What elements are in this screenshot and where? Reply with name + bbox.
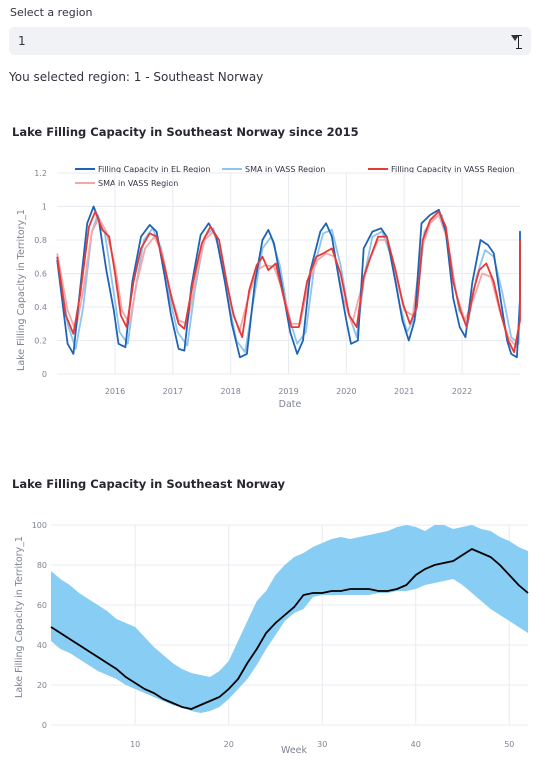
- legend-label-vass: Filling Capacity in VASS Region: [391, 165, 514, 174]
- chart1-x-tick: 2016: [105, 387, 125, 396]
- legend-label-el-sma: SMA in VASS Region: [245, 165, 325, 174]
- chart2-x-tick: 10: [130, 740, 140, 749]
- region-select-value: 1: [18, 34, 26, 48]
- chart1-x-tick: 2020: [336, 387, 356, 396]
- text-cursor-icon: [516, 35, 522, 49]
- chart1-x-tick: 2018: [220, 387, 240, 396]
- chart2-y-tick: 60: [37, 601, 47, 610]
- chart1-x-tick: 2021: [394, 387, 414, 396]
- chart2-y-axis-label: Lake Filling Capacity in Territory_1: [14, 536, 25, 698]
- legend-label-vass-sma: SMA in VASS Region: [98, 179, 178, 188]
- chart1-y-tick: 0.6: [34, 270, 47, 279]
- weekly-filling-capacity-chart: 0 20 40 60 80 100 10 20 30 40 50 Week Lake Filling…: [14, 521, 529, 756]
- filling-capacity-timeseries-chart: Filling Capacity in EL Region SMA in VAS…: [16, 165, 521, 410]
- chart2-x-tick: 30: [317, 740, 327, 749]
- chart1-y-tick: 1: [42, 203, 47, 212]
- chart1-x-tick: 2017: [163, 387, 183, 396]
- selected-region-message: You selected region: 1 - Southeast Norwa…: [9, 70, 264, 84]
- region-select-label: Select a region: [10, 6, 93, 19]
- chart2-y-tick: 100: [32, 521, 47, 530]
- series-line-vass: [56, 210, 521, 354]
- chart2-x-tick: 50: [504, 740, 514, 749]
- chart1-y-tick: 0: [42, 370, 47, 379]
- chevron-down-icon[interactable]: [511, 35, 519, 41]
- chart2-y-tick: 0: [42, 721, 47, 730]
- chart1-y-axis-label: Lake Filling Capacity in Territory_1: [16, 209, 27, 371]
- chart1-x-tick: 2019: [278, 387, 298, 396]
- chart1-y-tick: 0.4: [34, 303, 47, 312]
- chart1-legend: Filling Capacity in EL Region SMA in VAS…: [75, 165, 514, 188]
- chart2-title: Lake Filling Capacity in Southeast Norwa…: [12, 477, 286, 491]
- chart1-x-axis-label: Date: [279, 399, 302, 410]
- region-select[interactable]: 1: [9, 27, 531, 55]
- chart2-y-tick: 20: [37, 681, 47, 690]
- chart1-title: Lake Filling Capacity in Southeast Norwa…: [12, 125, 359, 139]
- chart2-x-tick: 20: [224, 740, 234, 749]
- chart1-y-tick: 0.8: [34, 236, 47, 245]
- min-max-band: [51, 525, 528, 713]
- chart1-y-tick: 0.2: [34, 337, 47, 346]
- legend-label-el: Filling Capacity in EL Region: [98, 165, 210, 174]
- chart2-y-tick: 80: [37, 561, 47, 570]
- median-line: [50, 547, 529, 710]
- chart1-y-tick: 1.2: [34, 169, 47, 178]
- series-line-el: [56, 205, 521, 359]
- chart1-x-tick: 2022: [452, 387, 472, 396]
- chart2-y-tick: 40: [37, 641, 47, 650]
- chart2-x-tick: 40: [411, 740, 421, 749]
- chart2-x-axis-label: Week: [281, 745, 308, 756]
